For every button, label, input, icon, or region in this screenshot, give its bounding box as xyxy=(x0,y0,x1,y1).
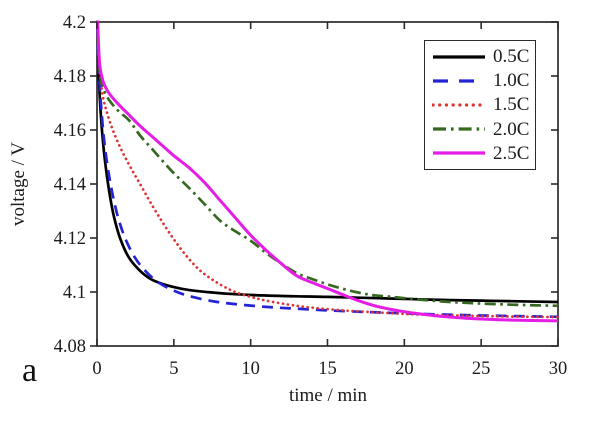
y-tick-label: 4.08 xyxy=(54,337,86,357)
series-group xyxy=(95,20,560,323)
series-line-2.5C xyxy=(96,20,559,323)
y-tick-label: 4.18 xyxy=(54,67,86,87)
y-tick-label: 4.16 xyxy=(54,121,86,141)
legend-line-sample-solid xyxy=(433,151,485,155)
x-tick-label: 0 xyxy=(92,359,101,379)
legend-label: 2.0C xyxy=(493,118,530,140)
x-tick-label: 20 xyxy=(395,359,414,379)
legend-label: 1.0C xyxy=(493,70,530,92)
legend-item-2.0C: 2.0C xyxy=(432,118,535,141)
x-axis-title: time / min xyxy=(288,385,368,406)
series-line-1.0C xyxy=(95,20,559,319)
legend: 0.5C 1.0C 1.5C 2.0C 2.5C xyxy=(424,40,536,170)
legend-label: 1.5C xyxy=(493,94,530,116)
x-tick-label: 30 xyxy=(549,359,568,379)
legend-line-sample-solid xyxy=(433,55,485,59)
series-line-1.5C xyxy=(95,20,560,319)
legend-item-0.5C: 0.5C xyxy=(432,45,535,68)
y-tick-label: 4.1 xyxy=(63,283,86,303)
legend-label: 2.5C xyxy=(493,142,530,164)
legend-item-2.5C: 2.5C xyxy=(432,142,535,165)
legend-label: 0.5C xyxy=(493,46,530,68)
legend-line-sample-dashdot xyxy=(433,127,485,131)
y-axis-title: voltage / V xyxy=(8,141,29,227)
legend-item-1.5C: 1.5C xyxy=(432,93,535,116)
x-tick-label: 10 xyxy=(241,359,260,379)
legend-line-sample-dotted xyxy=(432,103,486,107)
panel-label: a xyxy=(22,352,38,389)
y-tick-label: 4.2 xyxy=(63,13,86,33)
x-tick-label: 15 xyxy=(318,359,337,379)
legend-item-1.0C: 1.0C xyxy=(432,69,535,92)
x-tick-label: 5 xyxy=(169,359,178,379)
x-tick-label: 25 xyxy=(472,359,491,379)
y-tick-label: 4.14 xyxy=(54,175,86,195)
y-tick-label: 4.12 xyxy=(54,229,86,249)
legend-line-sample-dashed xyxy=(433,79,485,83)
